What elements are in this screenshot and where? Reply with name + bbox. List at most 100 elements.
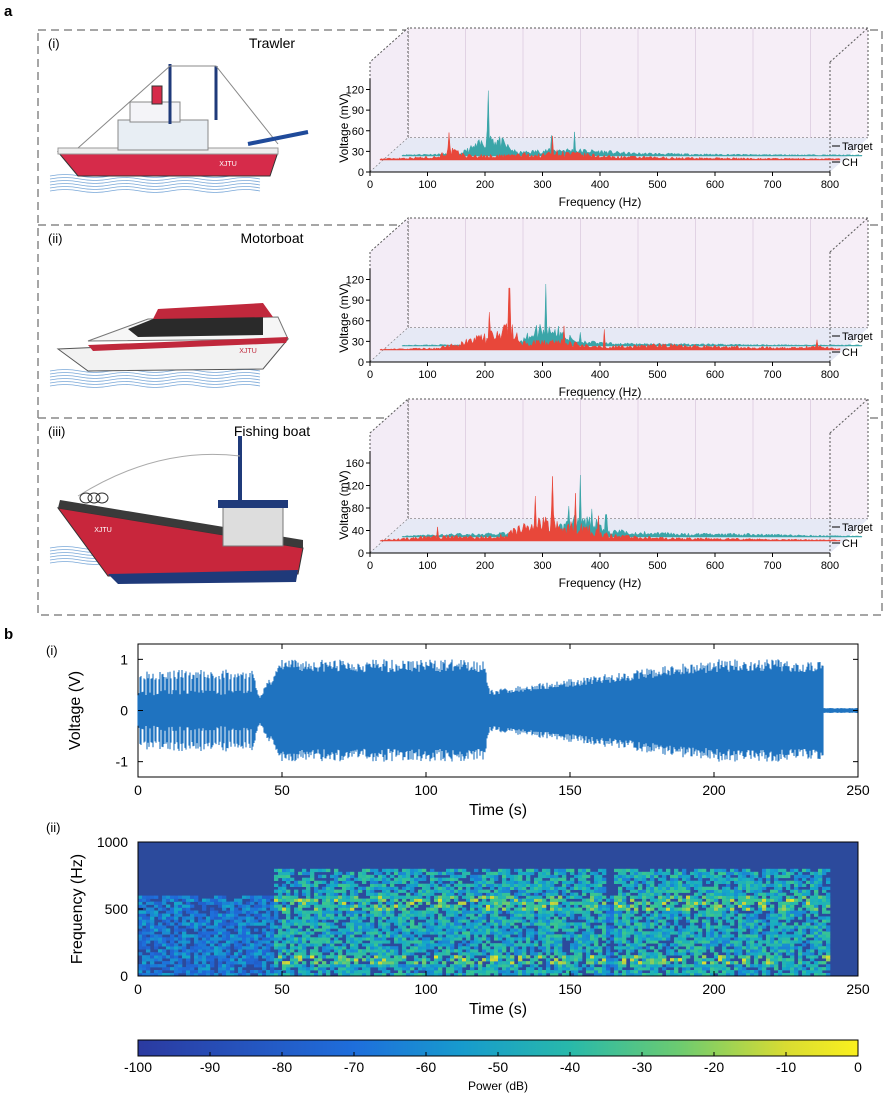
spectrogram-cell: [318, 880, 323, 884]
spectrogram-cell: [714, 934, 719, 938]
spectrogram-cell: [242, 973, 247, 977]
spectrogram-cell: [554, 943, 559, 947]
spectrogram-cell: [302, 940, 307, 944]
spectrogram-cell: [534, 883, 539, 887]
spectrogram-cell: [162, 928, 167, 932]
spectrogram-cell: [478, 889, 483, 893]
spectrogram-cell: [714, 925, 719, 929]
spectrogram-cell: [762, 949, 767, 953]
spectrogram-cell: [750, 889, 755, 893]
spectrogram-cell: [202, 955, 207, 959]
spectrogram-cell: [810, 901, 815, 905]
spectrogram-cell: [406, 904, 411, 908]
spectrogram-cell: [762, 883, 767, 887]
spectrogram-cell: [546, 940, 551, 944]
spectrogram-cell: [754, 958, 759, 962]
spectrogram-cell: [522, 919, 527, 923]
spectrogram-cell: [526, 916, 531, 920]
spectrogram-cell: [638, 922, 643, 926]
spectrogram-cell: [578, 916, 583, 920]
spectrogram-cell: [458, 889, 463, 893]
spectrogram-cell: [762, 871, 767, 876]
spectrogram-cell: [490, 898, 495, 902]
spectrogram-cell: [202, 958, 207, 962]
water-wave: [49, 381, 261, 385]
spectrogram-cell: [578, 883, 583, 887]
spectrogram-cell: [438, 955, 443, 959]
spectrogram-cell: [138, 937, 143, 941]
spectrogram-cell: [490, 904, 495, 908]
spectrogram-cell: [346, 931, 351, 935]
spectrogram-cell: [346, 910, 351, 914]
spectrogram-cell: [210, 937, 215, 941]
spectrogram-cell: [506, 904, 511, 908]
spectrogram-cell: [354, 940, 359, 944]
spectrogram-cell: [826, 955, 831, 959]
spectrogram-cell: [754, 964, 759, 968]
spectrogram-cell: [474, 943, 479, 947]
spectrogram-cell: [754, 961, 759, 965]
spectrogram-cell: [514, 886, 519, 890]
spectrogram-cell: [474, 946, 479, 950]
spectrogram-cell: [410, 886, 415, 890]
spectrogram-cell: [786, 940, 791, 944]
spectrogram-cell: [618, 934, 623, 938]
spectrogram-cell: [482, 952, 487, 956]
spectrogram-cell: [474, 925, 479, 929]
spectrogram-cell: [154, 955, 159, 959]
spectrogram-cell: [202, 928, 207, 932]
x-tick-label: 0: [367, 369, 373, 381]
spectrogram-cell: [722, 889, 727, 893]
spectrogram-cell: [346, 958, 351, 962]
spectrogram-cell: [194, 958, 199, 962]
frame-edge: [829, 398, 869, 434]
series-label-ch: CH: [842, 157, 858, 169]
spectrogram-cell: [706, 889, 711, 893]
colorbar-tick-label: -10: [776, 1059, 796, 1075]
spectrogram-cell: [454, 874, 459, 879]
spectrogram-cell: [234, 952, 239, 956]
spectrogram-cell: [470, 904, 475, 908]
spectrogram-cell: [454, 913, 459, 917]
spectrogram-cell: [654, 901, 659, 905]
spectrogram-cell: [606, 928, 611, 932]
series-ch: [379, 287, 841, 351]
spectrogram-cell: [794, 922, 799, 926]
spectrogram-cell: [538, 970, 543, 974]
spectrogram-cell: [314, 913, 319, 917]
spectrogram-cell: [462, 883, 467, 887]
spectrogram-cell: [278, 892, 283, 896]
spectrogram-cell: [706, 931, 711, 935]
spectrogram-cell: [646, 880, 651, 884]
spectrogram-cell: [478, 931, 483, 935]
spectrogram-cell: [602, 901, 607, 905]
spectrogram-cell: [354, 970, 359, 974]
spectrogram-cell: [246, 931, 251, 935]
spectrogram-cell: [466, 946, 471, 950]
spectrogram-cell: [422, 967, 427, 971]
spectrogram-cell: [446, 973, 451, 977]
spectrogram-cell: [246, 934, 251, 938]
spectrogram-cell: [262, 967, 267, 971]
spectrogram-cell: [314, 952, 319, 956]
spectrogram-cell: [146, 910, 151, 914]
spectrogram-cell: [278, 898, 283, 902]
spectrogram-cell: [290, 937, 295, 941]
spectrogram-cell: [438, 871, 443, 876]
spectrogram-cell: [382, 877, 387, 881]
spectrogram-cell: [802, 883, 807, 887]
spectrogram-cell: [234, 973, 239, 977]
spectrogram-cell: [542, 871, 547, 876]
spectrogram-cell: [734, 901, 739, 905]
spectrogram-cell: [518, 868, 523, 873]
spectrogram-cell: [270, 955, 275, 959]
spectrogram-cell: [546, 931, 551, 935]
spectrogram-cell: [342, 961, 347, 965]
spectrogram-cell: [774, 919, 779, 923]
spectrogram-cell: [198, 913, 203, 917]
spectrogram-cell: [218, 901, 223, 905]
spectrogram-cell: [806, 916, 811, 920]
spectrogram-cell: [738, 877, 743, 881]
spectrogram-cell: [198, 934, 203, 938]
